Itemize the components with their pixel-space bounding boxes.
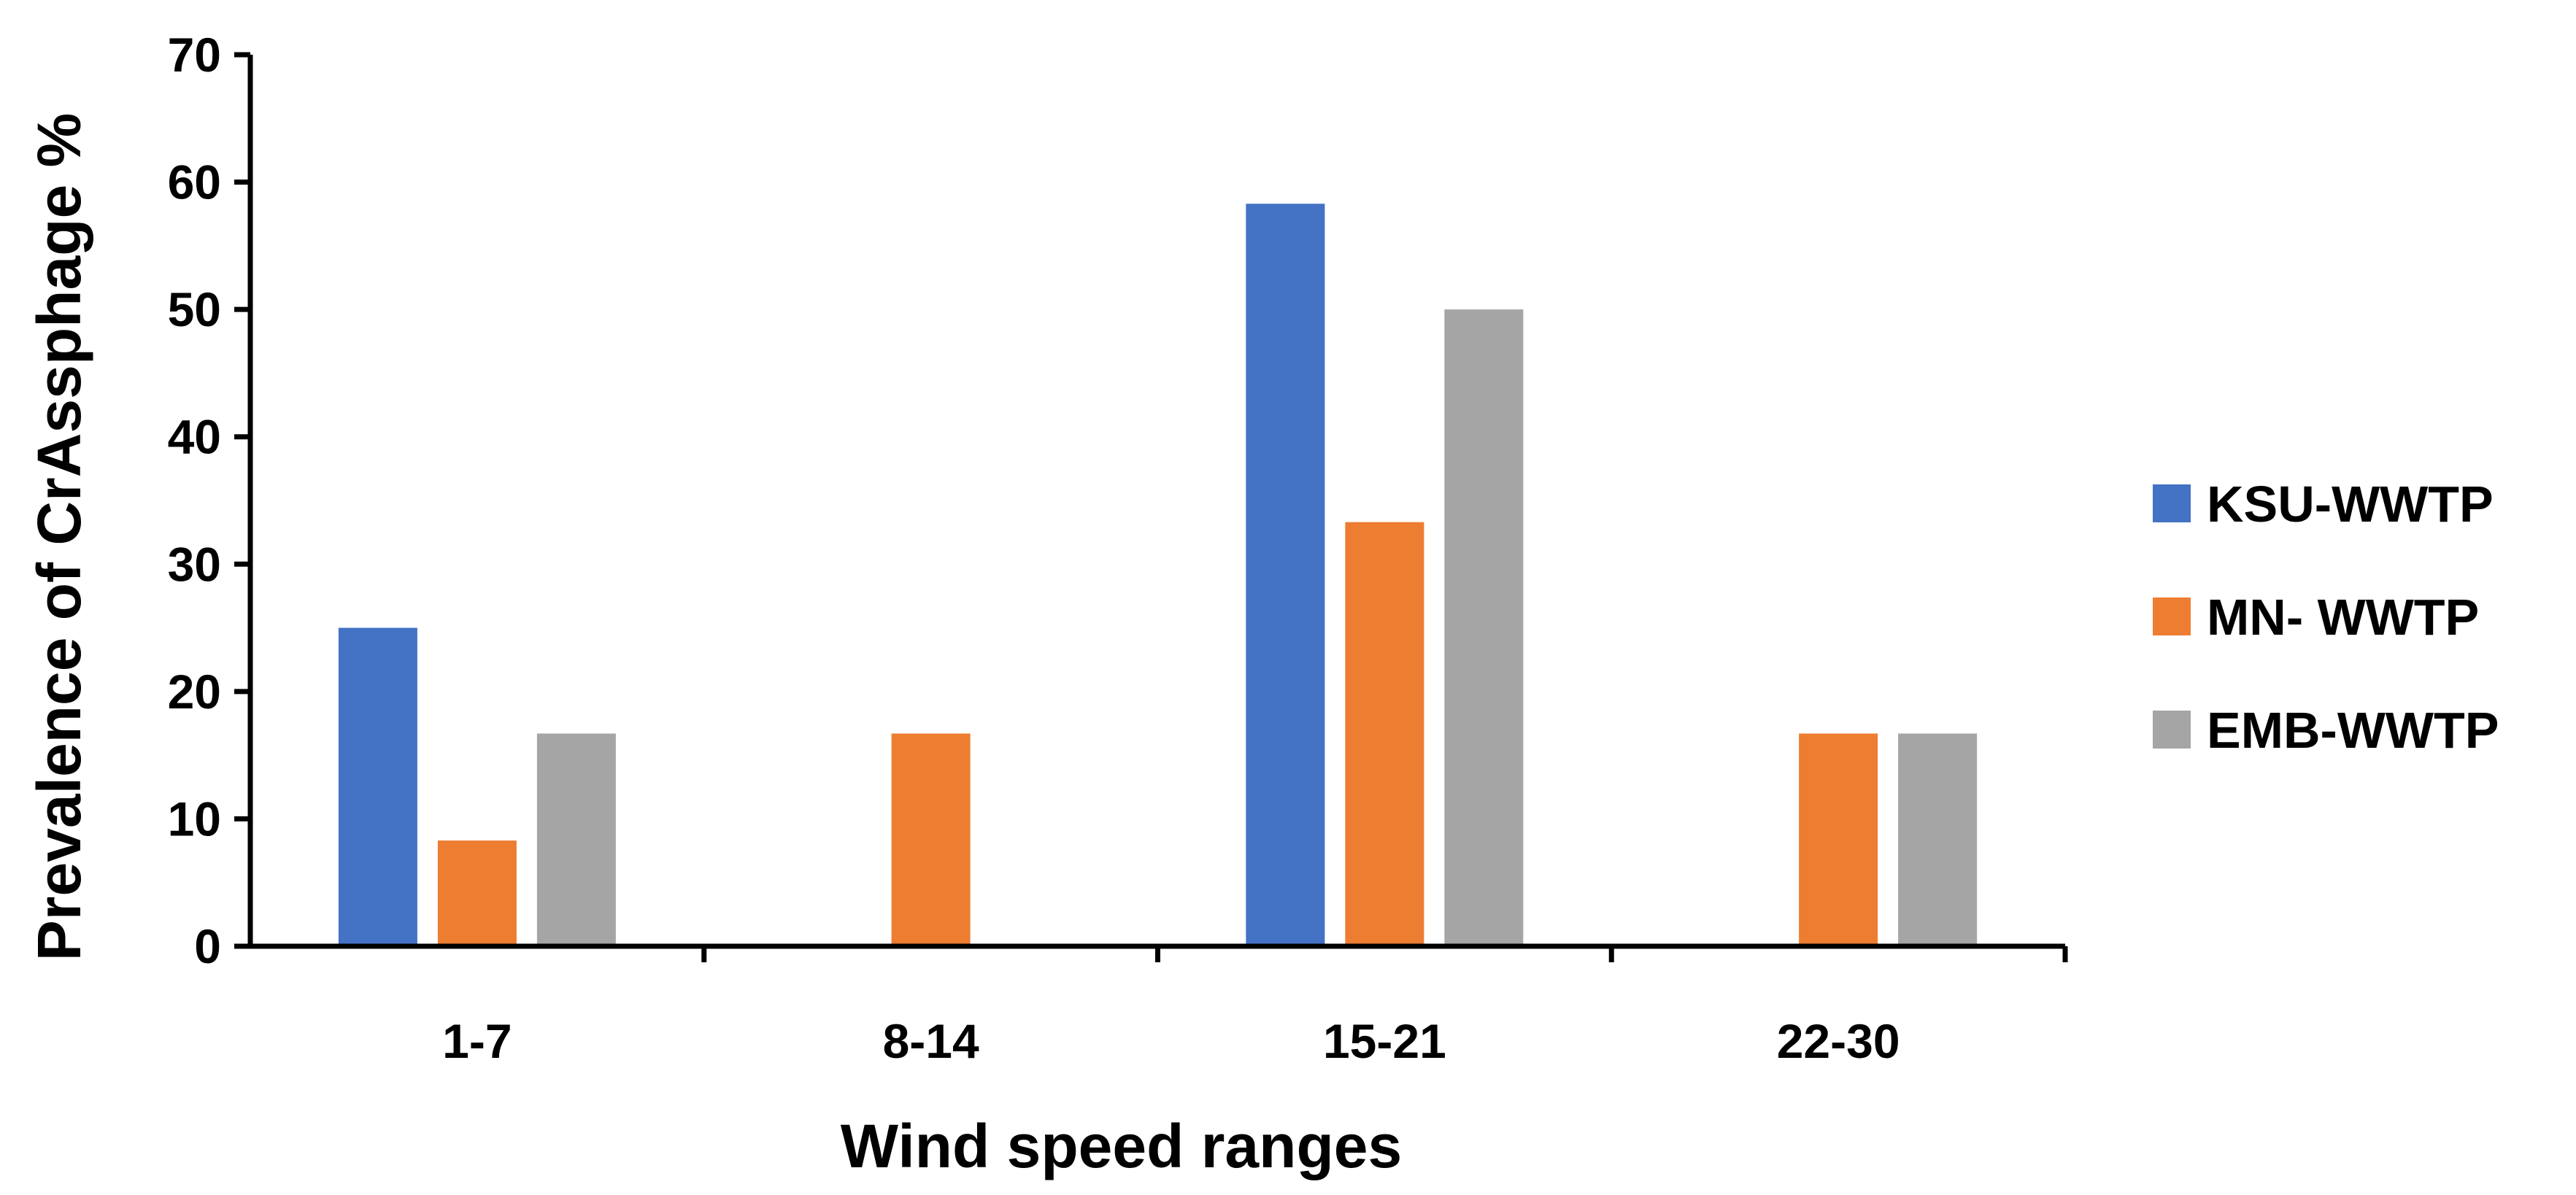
x-axis-title: Wind speed ranges	[841, 1112, 1402, 1180]
bar-mn-wwtp-22-30	[1799, 733, 1878, 946]
legend-swatch-mn	[2153, 598, 2191, 635]
legend-swatch-emb	[2153, 711, 2191, 749]
bar-emb-wwtp-15-21	[1444, 309, 1524, 947]
x-tick-label: 1-7	[442, 1014, 512, 1068]
bar-mn-wwtp-15-21	[1345, 522, 1424, 946]
x-tick-label: 22-30	[1777, 1014, 1900, 1068]
y-ticks-group: 0 10 20 30 40 50 60 70	[168, 28, 250, 973]
legend-label-ksu: KSU-WWTP	[2207, 476, 2494, 533]
x-ticks-group: 1-7 8-14 15-21 22-30	[442, 946, 2068, 1068]
bars-group	[338, 204, 1978, 947]
legend-swatch-ksu	[2153, 484, 2191, 522]
y-tick-label: 10	[168, 792, 221, 846]
legend-label-emb: EMB-WWTP	[2207, 702, 2499, 759]
bar-mn-wwtp-8-14	[891, 733, 971, 946]
y-tick-label: 50	[168, 282, 221, 336]
y-tick-label: 40	[168, 410, 221, 464]
y-tick-label: 70	[168, 28, 221, 82]
y-tick-label: 20	[168, 665, 221, 719]
legend: KSU-WWTP MN- WWTP EMB-WWTP	[2153, 476, 2499, 759]
bar-emb-wwtp-22-30	[1898, 733, 1978, 946]
x-tick-label: 15-21	[1323, 1014, 1446, 1068]
bar-ksu-wwtp-15-21	[1246, 204, 1325, 947]
y-tick-label: 30	[168, 537, 221, 591]
y-tick-label: 0	[194, 919, 221, 973]
legend-label-mn: MN- WWTP	[2207, 589, 2479, 646]
axes-group	[247, 55, 2065, 949]
y-axis-title: Prevalence of CrAssphage %	[25, 113, 93, 961]
bar-ksu-wwtp-1-7	[338, 627, 417, 946]
bar-mn-wwtp-1-7	[437, 840, 517, 946]
x-tick-label: 8-14	[883, 1014, 979, 1068]
bar-emb-wwtp-1-7	[536, 733, 616, 946]
y-tick-label: 60	[168, 155, 221, 209]
